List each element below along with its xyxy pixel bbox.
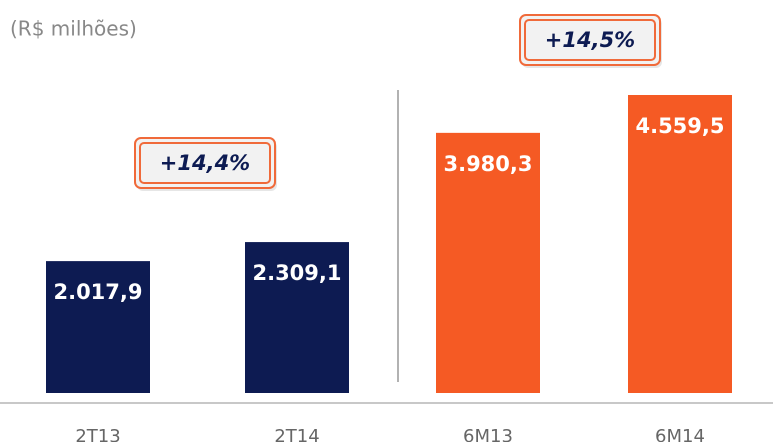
x-tick-label: 2T14 bbox=[274, 426, 319, 442]
annotation-box bbox=[134, 137, 276, 189]
subtitle: (R$ milhões) bbox=[10, 17, 137, 41]
x-tick-label: 2T13 bbox=[75, 426, 120, 442]
value-label: 4.559,5 bbox=[635, 114, 724, 138]
annotation: +14,5% bbox=[545, 28, 635, 52]
bar bbox=[245, 242, 349, 393]
bar bbox=[436, 132, 540, 393]
value-label: 3.980,3 bbox=[443, 152, 532, 176]
bar bbox=[46, 261, 150, 393]
value-label: 2.309,1 bbox=[252, 261, 341, 285]
annotation-inner bbox=[139, 142, 271, 184]
annotation: +14,4% bbox=[160, 151, 250, 175]
annotation-inner bbox=[524, 19, 656, 61]
annotation-box bbox=[519, 14, 661, 66]
x-tick-label: 6M13 bbox=[463, 426, 513, 442]
bar bbox=[628, 95, 732, 393]
value-label: 2.017,9 bbox=[53, 280, 142, 304]
x-tick-label: 6M14 bbox=[655, 426, 705, 442]
